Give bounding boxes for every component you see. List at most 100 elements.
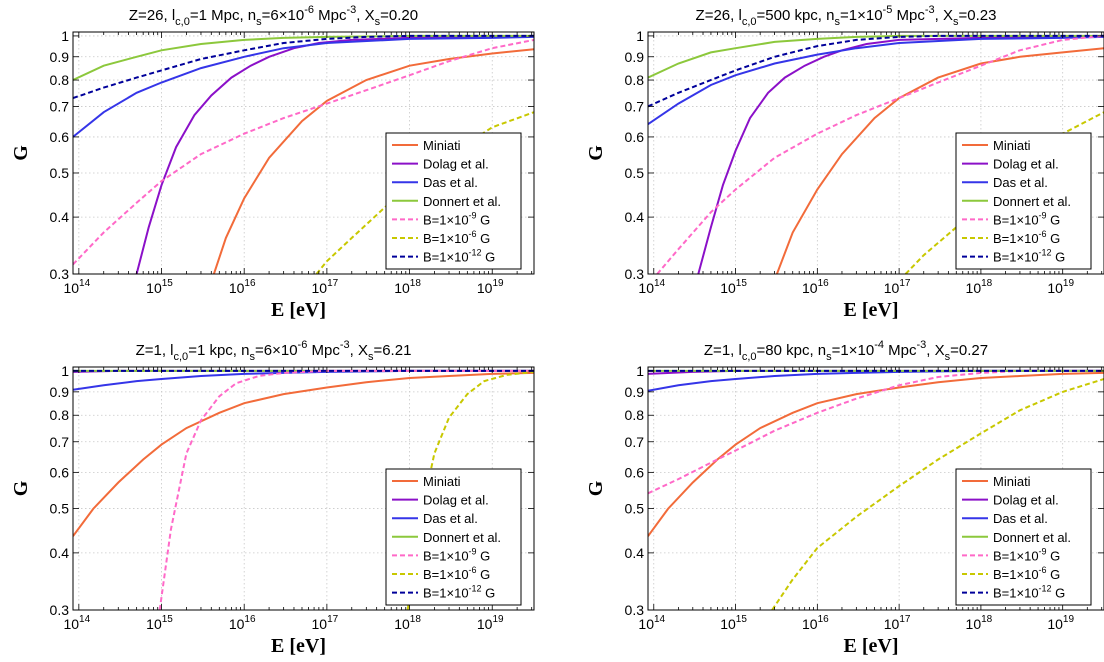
x-tick-label: 1017 bbox=[312, 278, 339, 296]
x-tick-label: 1017 bbox=[884, 614, 911, 632]
series-line-das bbox=[648, 369, 1104, 392]
legend-entry-b1e6: B=1×10-6 G bbox=[993, 229, 1060, 246]
legend-entry-b1e6: B=1×10-6 G bbox=[993, 565, 1060, 582]
series-line-miniati bbox=[73, 371, 534, 537]
y-tick-label: 0.7 bbox=[50, 98, 70, 114]
x-axis-label: E [eV] bbox=[844, 635, 899, 657]
y-tick-label: 0.8 bbox=[625, 407, 645, 423]
series-line-das bbox=[73, 35, 534, 138]
y-tick-label: 0.6 bbox=[50, 464, 70, 480]
chart-title: Z=1, lc,0=1 kpc, ns=6×10-6 Mpc-3, Xs=6.2… bbox=[136, 339, 412, 363]
y-tick-label: 0.7 bbox=[625, 434, 645, 450]
legend-entry-b1e9: B=1×10-9 G bbox=[423, 546, 490, 563]
y-tick-label: 0.4 bbox=[50, 545, 70, 561]
legend-entry-b1e9: B=1×10-9 G bbox=[423, 210, 490, 227]
y-axis-label: G bbox=[10, 145, 32, 161]
y-tick-label: 0.3 bbox=[50, 602, 70, 618]
y-tick-label: 0.6 bbox=[625, 129, 645, 145]
y-tick-label: 0.8 bbox=[50, 407, 70, 423]
series-line-dolag bbox=[697, 34, 1104, 274]
x-tick-label: 1019 bbox=[1047, 614, 1074, 632]
y-tick-label: 0.9 bbox=[50, 49, 70, 65]
chart-title: Z=26, lc,0=1 Mpc, ns=6×10-6 Mpc-3, Xs=0.… bbox=[129, 4, 418, 28]
y-tick-label: 0.4 bbox=[50, 209, 70, 225]
legend-entry-donnert: Donnert et al. bbox=[993, 194, 1071, 209]
series-line-b1e9 bbox=[73, 38, 534, 266]
chart-panel-2: 1014 1015 1016 1017 1018 10190.30.40.50.60.70… bbox=[585, 4, 1104, 321]
series-group bbox=[73, 34, 534, 274]
x-tick-label: 1018 bbox=[394, 614, 421, 632]
plot-frame bbox=[647, 366, 1104, 611]
x-tick-label: 1015 bbox=[720, 278, 747, 296]
x-tick-label: 1019 bbox=[1047, 278, 1074, 296]
x-tick-label: 1019 bbox=[477, 614, 504, 632]
series-group bbox=[648, 34, 1104, 274]
y-tick-label: 0.9 bbox=[625, 384, 645, 400]
y-tick-label: 1 bbox=[636, 363, 644, 379]
series-line-b1e9 bbox=[656, 34, 1104, 274]
y-tick-label: 0.6 bbox=[625, 464, 645, 480]
legend-entry-donnert: Donnert et al. bbox=[423, 530, 501, 545]
series-line-b1e12 bbox=[648, 34, 1104, 108]
x-tick-label: 1019 bbox=[477, 278, 504, 296]
plot-frame bbox=[72, 31, 535, 275]
chart-panel-3: 1014 1015 1016 1017 1018 10190.30.40.50.60.70… bbox=[10, 339, 535, 657]
series-line-das bbox=[73, 369, 534, 391]
y-tick-label: 0.7 bbox=[50, 434, 70, 450]
y-axis-label: G bbox=[10, 480, 32, 496]
legend-entry-miniati: Miniati bbox=[993, 138, 1031, 153]
legend-entry-miniati: Miniati bbox=[423, 138, 461, 153]
y-tick-label: 0.3 bbox=[625, 602, 645, 618]
y-tick-label: 0.3 bbox=[50, 266, 70, 282]
x-tick-label: 1016 bbox=[229, 278, 256, 296]
y-tick-label: 0.9 bbox=[625, 49, 645, 65]
y-tick-label: 1 bbox=[636, 28, 644, 44]
y-tick-label: 0.6 bbox=[50, 129, 70, 145]
legend-entry-das: Das et al. bbox=[423, 511, 478, 526]
y-tick-label: 1 bbox=[61, 363, 69, 379]
x-tick-label: 1016 bbox=[802, 614, 829, 632]
legend-entry-das: Das et al. bbox=[423, 175, 478, 190]
legend: Miniati Dolag et al. Das et al. Donnert et … bbox=[955, 132, 1092, 270]
legend-entry-b1e12: B=1×10-12 G bbox=[423, 584, 495, 601]
y-tick-label: 0.5 bbox=[625, 501, 645, 517]
legend-entry-miniati: Miniati bbox=[993, 474, 1031, 489]
legend: Miniati Dolag et al. Das et al. Donnert et … bbox=[385, 468, 522, 606]
y-tick-label: 0.3 bbox=[625, 266, 645, 282]
chart-panel-1: 1014 1015 1016 1017 1018 10190.30.40.50.60.70… bbox=[10, 4, 535, 321]
x-axis-label: E [eV] bbox=[844, 299, 899, 321]
y-tick-label: 0.5 bbox=[50, 165, 70, 181]
legend-entry-dolag: Dolag et al. bbox=[993, 157, 1059, 172]
series-line-miniati bbox=[648, 371, 1104, 537]
series-line-b1e9 bbox=[158, 369, 534, 610]
x-tick-label: 1018 bbox=[966, 614, 993, 632]
y-tick-label: 0.9 bbox=[50, 384, 70, 400]
chart-panel-4: 1014 1015 1016 1017 1018 10190.30.40.50.60.70… bbox=[585, 339, 1104, 657]
legend-entry-b1e9: B=1×10-9 G bbox=[993, 546, 1060, 563]
y-tick-label: 0.5 bbox=[625, 165, 645, 181]
x-tick-label: 1017 bbox=[884, 278, 911, 296]
legend-entry-donnert: Donnert et al. bbox=[423, 194, 501, 209]
series-line-b1e9 bbox=[648, 369, 1104, 495]
legend: Miniati Dolag et al. Das et al. Donnert et … bbox=[385, 132, 522, 270]
plot-frame bbox=[72, 366, 535, 611]
x-tick-label: 1015 bbox=[146, 614, 173, 632]
legend-entry-das: Das et al. bbox=[993, 175, 1048, 190]
y-tick-label: 0.8 bbox=[50, 72, 70, 88]
x-tick-label: 1016 bbox=[229, 614, 256, 632]
y-tick-label: 0.7 bbox=[625, 98, 645, 114]
y-tick-label: 0.8 bbox=[625, 72, 645, 88]
legend-entry-miniati: Miniati bbox=[423, 474, 461, 489]
y-axis-label: G bbox=[585, 480, 607, 496]
legend-entry-b1e9: B=1×10-9 G bbox=[993, 210, 1060, 227]
legend-entry-donnert: Donnert et al. bbox=[993, 530, 1071, 545]
y-tick-label: 0.4 bbox=[625, 209, 645, 225]
x-tick-label: 1017 bbox=[312, 614, 339, 632]
legend-entry-b1e12: B=1×10-12 G bbox=[993, 248, 1065, 265]
legend-entry-b1e12: B=1×10-12 G bbox=[993, 584, 1065, 601]
legend-entry-dolag: Dolag et al. bbox=[423, 493, 489, 508]
legend: Miniati Dolag et al. Das et al. Donnert et … bbox=[955, 468, 1092, 606]
series-line-b1e6 bbox=[771, 378, 1104, 610]
legend-entry-b1e6: B=1×10-6 G bbox=[423, 565, 490, 582]
